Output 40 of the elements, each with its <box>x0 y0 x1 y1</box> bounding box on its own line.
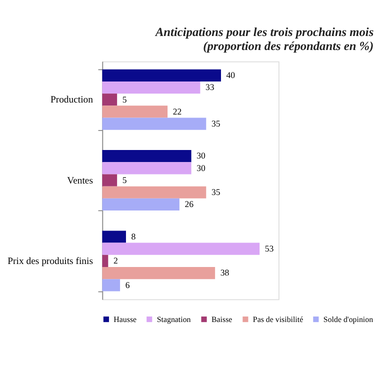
bar <box>102 162 192 174</box>
bar <box>102 254 108 267</box>
bar <box>102 69 221 82</box>
legend-label: Baisse <box>212 314 233 324</box>
y-tick-label: Ventes <box>67 175 94 186</box>
bar <box>102 279 120 292</box>
bar <box>102 230 126 243</box>
data-label: 5 <box>122 174 128 185</box>
bar <box>102 118 206 130</box>
bar <box>102 186 206 198</box>
data-label: 30 <box>196 150 206 161</box>
data-label: 5 <box>122 94 128 104</box>
data-label: 33 <box>206 82 215 92</box>
data-label: 53 <box>264 243 274 254</box>
bar <box>102 266 216 280</box>
bar <box>102 150 192 162</box>
legend-label: Stagnation <box>156 314 191 324</box>
data-label: 38 <box>220 268 230 278</box>
data-label: 35 <box>211 118 221 128</box>
legend-label: Solde d'opinion <box>323 314 374 324</box>
y-tick-label: Prix des produits finis <box>8 256 94 268</box>
data-label: 30 <box>196 162 206 173</box>
legend-label: Hausse <box>114 314 138 324</box>
bar <box>102 242 260 255</box>
data-label: 40 <box>226 70 236 80</box>
bar <box>102 94 118 106</box>
data-label: 35 <box>211 187 221 198</box>
bar <box>102 106 168 118</box>
legend-label: Pas de visibilité <box>252 314 304 324</box>
bar <box>102 174 118 186</box>
text: Anticipations pour les trois prochains mois <box>155 24 374 39</box>
data-label: 6 <box>125 280 130 290</box>
y-tick-label: Production <box>50 94 94 106</box>
bar <box>102 81 200 94</box>
data-label: 26 <box>184 199 194 210</box>
data-label: 2 <box>113 256 118 266</box>
bar <box>102 198 180 211</box>
text: (proportion des répondants en %) <box>203 38 374 53</box>
data-label: 22 <box>172 106 182 116</box>
data-label: 8 <box>131 231 136 242</box>
